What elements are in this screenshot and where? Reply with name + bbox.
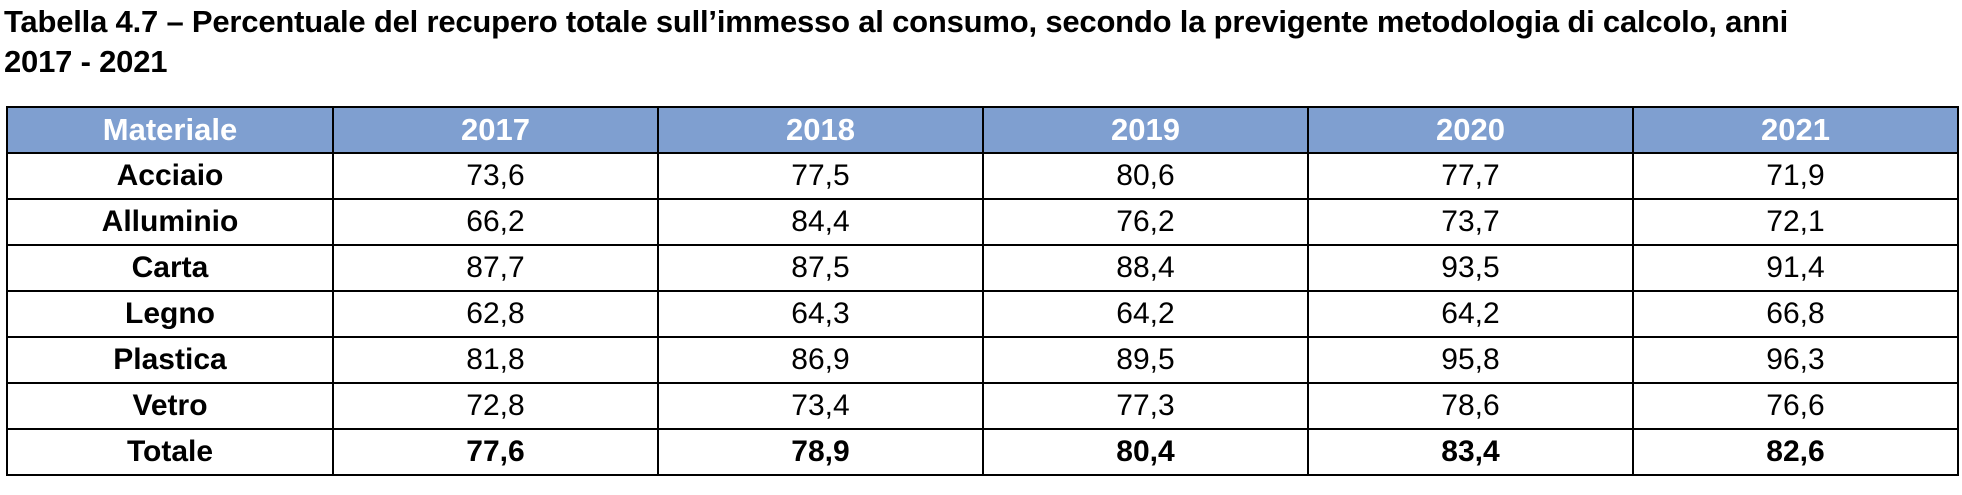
table-cell: 84,4 <box>657 198 984 246</box>
table-cell: 64,3 <box>657 290 984 338</box>
table-cell: 73,4 <box>657 382 984 430</box>
row-label: Plastica <box>6 336 334 384</box>
total-cell: 77,6 <box>332 428 659 476</box>
table-row: Acciaio 73,6 77,5 80,6 77,7 71,9 <box>6 152 1959 200</box>
table-header: Materiale 2017 2018 2019 2020 2021 <box>6 106 1959 154</box>
caption-line-2: 2017 - 2021 <box>4 44 168 79</box>
table-row: Legno 62,8 64,3 64,2 64,2 66,8 <box>6 290 1959 338</box>
row-label: Carta <box>6 244 334 292</box>
table-cell: 72,1 <box>1632 198 1959 246</box>
table-row: Vetro 72,8 73,4 77,3 78,6 76,6 <box>6 382 1959 430</box>
caption-line-1: Tabella 4.7 – Percentuale del recupero t… <box>4 4 1789 39</box>
table-cell: 96,3 <box>1632 336 1959 384</box>
row-label: Vetro <box>6 382 334 430</box>
table-cell: 73,7 <box>1307 198 1634 246</box>
total-label: Totale <box>6 428 334 476</box>
table-cell: 66,8 <box>1632 290 1959 338</box>
row-label: Alluminio <box>6 198 334 246</box>
table-row: Plastica 81,8 86,9 89,5 95,8 96,3 <box>6 336 1959 384</box>
table-cell: 77,3 <box>982 382 1309 430</box>
total-cell: 82,6 <box>1632 428 1959 476</box>
table-cell: 86,9 <box>657 336 984 384</box>
header-cell-material: Materiale <box>6 106 334 154</box>
total-row: Totale 77,6 78,9 80,4 83,4 82,6 <box>6 428 1959 476</box>
table-cell: 71,9 <box>1632 152 1959 200</box>
row-label: Acciaio <box>6 152 334 200</box>
table-cell: 77,7 <box>1307 152 1634 200</box>
table-cell: 80,6 <box>982 152 1309 200</box>
table-cell: 89,5 <box>982 336 1309 384</box>
table-row: Alluminio 66,2 84,4 76,2 73,7 72,1 <box>6 198 1959 246</box>
header-row: Materiale 2017 2018 2019 2020 2021 <box>6 106 1959 154</box>
table-cell: 87,7 <box>332 244 659 292</box>
table-cell: 72,8 <box>332 382 659 430</box>
table-cell: 76,6 <box>1632 382 1959 430</box>
header-cell-2020: 2020 <box>1307 106 1634 154</box>
recovery-percentage-table: Materiale 2017 2018 2019 2020 2021 Accia… <box>6 106 1959 476</box>
total-cell: 83,4 <box>1307 428 1634 476</box>
header-cell-2018: 2018 <box>657 106 984 154</box>
table-cell: 64,2 <box>982 290 1309 338</box>
total-cell: 78,9 <box>657 428 984 476</box>
table-cell: 77,5 <box>657 152 984 200</box>
table-body: Acciaio 73,6 77,5 80,6 77,7 71,9 Allumin… <box>6 152 1959 476</box>
table-cell: 88,4 <box>982 244 1309 292</box>
row-label: Legno <box>6 290 334 338</box>
table-cell: 87,5 <box>657 244 984 292</box>
table-cell: 76,2 <box>982 198 1309 246</box>
table-cell: 73,6 <box>332 152 659 200</box>
table-cell: 81,8 <box>332 336 659 384</box>
table-cell: 66,2 <box>332 198 659 246</box>
header-cell-2017: 2017 <box>332 106 659 154</box>
header-cell-2021: 2021 <box>1632 106 1959 154</box>
total-cell: 80,4 <box>982 428 1309 476</box>
table-cell: 64,2 <box>1307 290 1634 338</box>
table-cell: 78,6 <box>1307 382 1634 430</box>
table-caption: Tabella 4.7 – Percentuale del recupero t… <box>4 2 1954 82</box>
table-cell: 93,5 <box>1307 244 1634 292</box>
table-row: Carta 87,7 87,5 88,4 93,5 91,4 <box>6 244 1959 292</box>
table-cell: 95,8 <box>1307 336 1634 384</box>
header-cell-2019: 2019 <box>982 106 1309 154</box>
table-cell: 91,4 <box>1632 244 1959 292</box>
table-cell: 62,8 <box>332 290 659 338</box>
